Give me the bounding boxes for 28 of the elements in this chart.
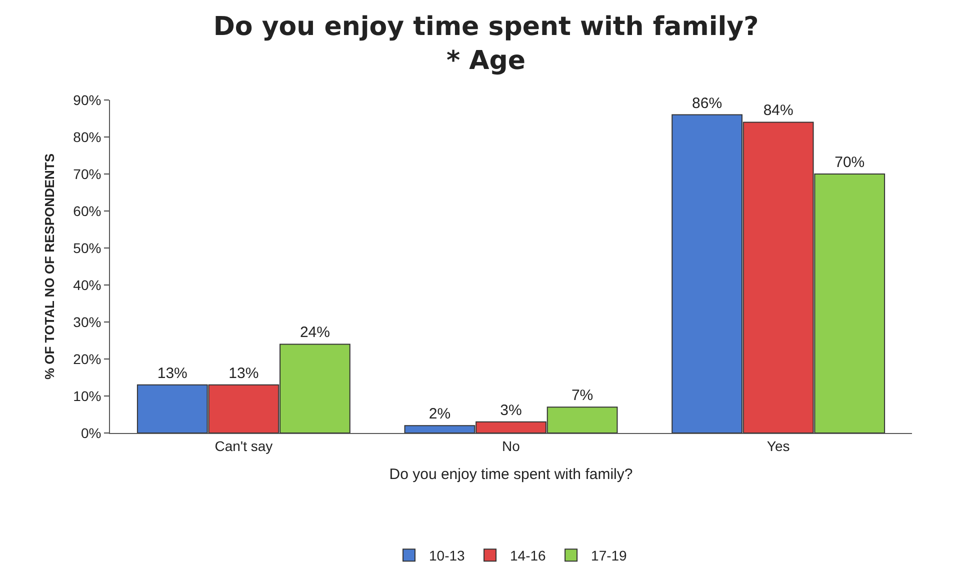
y-tick-label: 50%	[73, 240, 102, 256]
chart-title: Do you enjoy time spent with family? * Age	[213, 12, 759, 76]
data-label: 13%	[228, 364, 259, 382]
x-tick-label: No	[502, 438, 520, 454]
y-tick-label: 40%	[73, 276, 102, 293]
x-axis-title: Do you enjoy time spent with family?	[389, 466, 633, 483]
legend-label: 14-16	[510, 548, 546, 564]
y-tick-label: 90%	[73, 92, 102, 108]
y-tick-label: 10%	[73, 388, 102, 404]
legend-label: 17-19	[591, 548, 628, 564]
y-tick-label: 20%	[73, 350, 102, 367]
data-label: 7%	[571, 387, 594, 404]
legend-label: 10-13	[429, 548, 466, 564]
data-label: 70%	[834, 154, 865, 171]
y-axis-title: % OF TOTAL NO OF RESPONDENTS	[42, 153, 58, 380]
y-tick-label: 70%	[73, 166, 102, 182]
y-tick-label: 80%	[73, 128, 102, 145]
data-label: 86%	[692, 94, 722, 112]
y-tick-label: 30%	[73, 314, 102, 330]
data-label: 24%	[300, 324, 330, 342]
y-tick-label: 60%	[73, 202, 102, 219]
y-tick-label: 0%	[80, 424, 102, 441]
data-label: 2%	[428, 406, 451, 423]
data-label: 3%	[500, 402, 522, 419]
data-label: 13%	[157, 364, 188, 382]
x-tick-label: Yes	[766, 438, 790, 454]
x-tick-label: Can't say	[214, 438, 273, 454]
data-label: 84%	[763, 102, 794, 120]
